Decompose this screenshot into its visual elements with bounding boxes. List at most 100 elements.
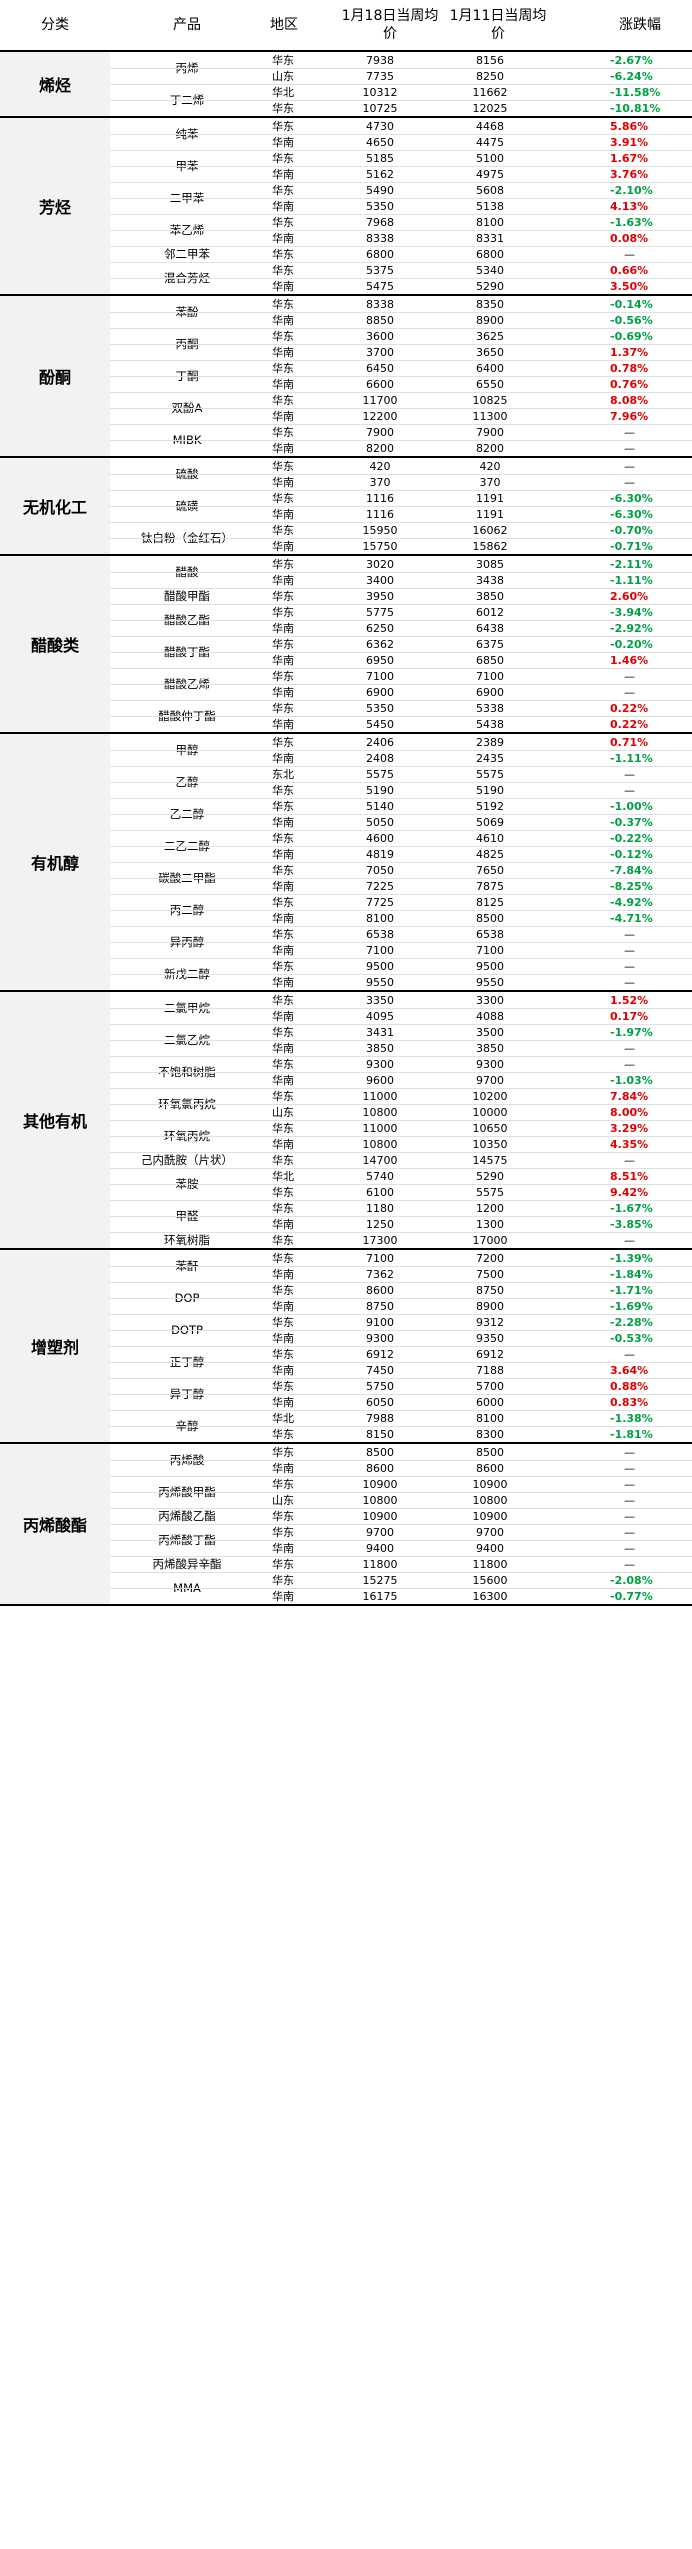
change-cell: —	[624, 783, 635, 797]
region-cell: 华南	[272, 622, 294, 635]
previous-price-cell: 15862	[472, 539, 508, 553]
change-cell: 1.46%	[610, 653, 649, 667]
row-divider	[110, 262, 692, 263]
current-price-cell: 7100	[366, 669, 394, 683]
current-price-cell: 5775	[366, 605, 394, 619]
region-cell: 华东	[272, 896, 294, 909]
change-cell: -1.97%	[610, 1025, 653, 1039]
section: 有机醇 甲醇 乙醇 乙二醇 二乙二醇 碳酸二甲酯 丙二醇 异丙醇 新戊二醇 华东 2406 2389 0…	[0, 734, 692, 992]
current-price-cell: 8338	[366, 297, 394, 311]
previous-price-cell: 3850	[476, 1041, 504, 1055]
change-cell: -4.92%	[610, 895, 653, 909]
change-cell: -0.69%	[610, 329, 653, 343]
current-price-cell: 3950	[366, 589, 394, 603]
previous-price-cell: 1200	[476, 1201, 504, 1215]
previous-price-cell: 10800	[472, 1493, 508, 1507]
previous-price-cell: 14575	[472, 1153, 508, 1167]
change-cell: -0.22%	[610, 831, 653, 845]
region-cell: 华南	[272, 1542, 294, 1555]
change-cell: -1.39%	[610, 1251, 653, 1265]
previous-price-cell: 16062	[472, 523, 508, 537]
previous-price-cell: 8500	[476, 911, 504, 925]
region-cell: 华南	[272, 168, 294, 181]
current-price-cell: 5575	[366, 767, 394, 781]
previous-price-cell: 420	[479, 459, 501, 473]
current-price-cell: 11000	[362, 1089, 398, 1103]
region-cell: 山东	[272, 1494, 294, 1507]
current-price-cell: 6250	[366, 621, 394, 635]
current-price-cell: 2408	[366, 751, 394, 765]
current-price-cell: 5375	[366, 263, 394, 277]
category-label: 无机化工	[0, 458, 110, 554]
previous-price-cell: 6550	[476, 377, 504, 391]
row-divider	[110, 766, 692, 767]
row-divider	[110, 1524, 692, 1525]
row-divider	[110, 716, 692, 717]
change-cell: —	[624, 1541, 635, 1555]
region-cell: 华东	[272, 736, 294, 749]
change-cell: -11.58%	[610, 85, 661, 99]
row-divider	[110, 668, 692, 669]
region-cell: 华南	[272, 1268, 294, 1281]
region-cell: 华南	[272, 880, 294, 893]
region-cell: 华东	[272, 1316, 294, 1329]
region-cell: 华东	[272, 1478, 294, 1491]
current-price-cell: 10725	[362, 101, 398, 115]
current-price-cell: 7988	[366, 1411, 394, 1425]
row-divider	[110, 974, 692, 975]
region-cell: 华东	[272, 702, 294, 715]
region-cell: 华南	[272, 1332, 294, 1345]
region-cell: 华南	[272, 508, 294, 521]
current-price-cell: 6100	[366, 1185, 394, 1199]
region-cell: 华南	[272, 816, 294, 829]
change-cell: —	[624, 1153, 635, 1167]
change-cell: 3.91%	[610, 135, 649, 149]
row-divider	[110, 1056, 692, 1057]
category-label: 醋酸类	[0, 556, 110, 732]
row-divider	[110, 958, 692, 959]
row-divider	[110, 214, 692, 215]
product-name: 邻二甲苯	[164, 247, 210, 261]
row-divider	[110, 604, 692, 605]
region-cell: 华南	[272, 1010, 294, 1023]
row-divider	[110, 878, 692, 879]
row-divider	[110, 1410, 692, 1411]
row-divider	[110, 652, 692, 653]
change-cell: -6.30%	[610, 507, 653, 521]
header-product: 产品	[173, 17, 201, 33]
change-cell: -1.11%	[610, 573, 653, 587]
region-cell: 华东	[272, 460, 294, 473]
previous-price-cell: 10200	[472, 1089, 508, 1103]
change-cell: -0.14%	[610, 297, 653, 311]
row-divider	[110, 408, 692, 409]
current-price-cell: 11700	[362, 393, 398, 407]
change-cell: —	[624, 1347, 635, 1361]
row-divider	[110, 198, 692, 199]
change-cell: —	[624, 1493, 635, 1507]
row-divider	[110, 1184, 692, 1185]
region-cell: 华东	[272, 590, 294, 603]
previous-price-cell: 3650	[476, 345, 504, 359]
category-label: 丙烯酸酯	[0, 1444, 110, 1604]
current-price-cell: 5162	[366, 167, 394, 181]
change-cell: -2.92%	[610, 621, 653, 635]
current-price-cell: 1180	[366, 1201, 394, 1215]
change-cell: —	[624, 927, 635, 941]
row-divider	[110, 1556, 692, 1557]
change-cell: -8.25%	[610, 879, 653, 893]
category-label: 增塑剂	[0, 1250, 110, 1442]
region-cell: 华东	[272, 1058, 294, 1071]
change-cell: —	[624, 669, 635, 683]
row-divider	[110, 782, 692, 783]
product-name: 醋酸甲酯	[164, 589, 210, 603]
category-label: 芳烃	[0, 118, 110, 294]
previous-price-cell: 6538	[476, 927, 504, 941]
current-price-cell: 10900	[362, 1477, 398, 1491]
previous-price-cell: 4975	[476, 167, 504, 181]
region-cell: 华东	[272, 1252, 294, 1265]
change-cell: 0.22%	[610, 717, 649, 731]
current-price-cell: 12200	[362, 409, 398, 423]
region-cell: 华南	[272, 912, 294, 925]
change-cell: 2.60%	[610, 589, 649, 603]
current-price-cell: 3600	[366, 329, 394, 343]
